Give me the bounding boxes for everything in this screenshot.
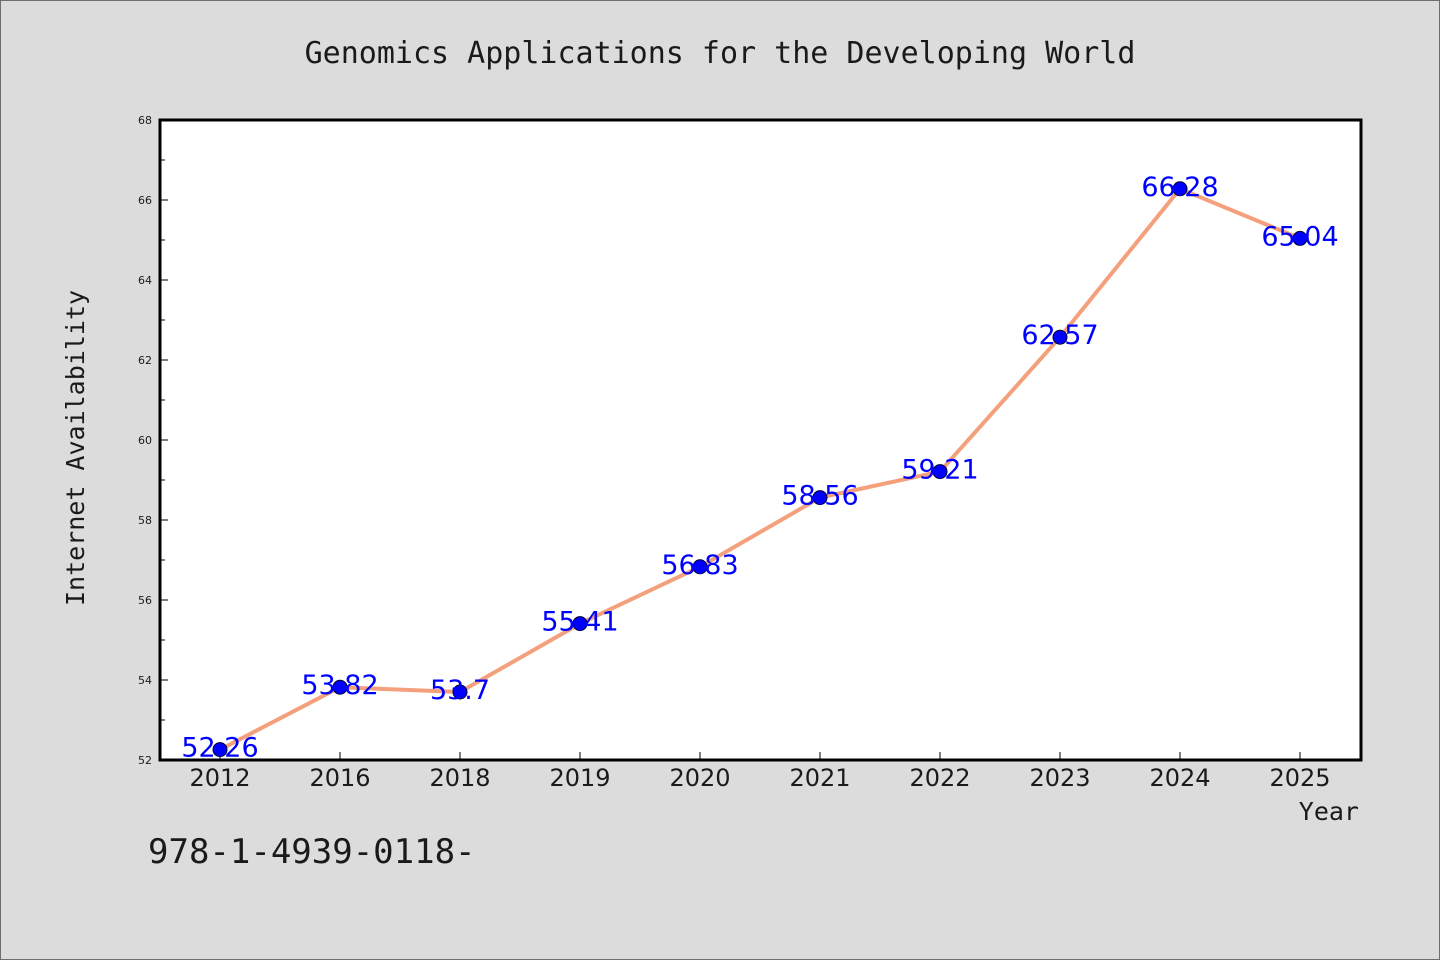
data-label: 66.28: [1141, 172, 1218, 203]
x-tick-label: 2020: [669, 764, 730, 792]
x-axis-label: Year: [1299, 797, 1359, 826]
data-label: 65.04: [1261, 221, 1338, 252]
x-tick-label: 2024: [1149, 764, 1210, 792]
chart-title: Genomics Applications for the Developing…: [305, 36, 1136, 71]
x-tick-label: 2025: [1269, 764, 1330, 792]
series-line: [219, 186, 1301, 752]
y-tick-label: 62: [138, 354, 152, 367]
data-label: 58.56: [781, 481, 858, 512]
data-label: 53.82: [301, 670, 378, 701]
data-point-marker: [812, 490, 828, 506]
data-label: 59.21: [901, 455, 978, 486]
y-tick-label: 54: [138, 674, 152, 687]
isbn-footer-text: 978-1-4939-0118-: [148, 832, 476, 872]
y-tick-label: 56: [138, 594, 152, 607]
data-point-marker: [692, 559, 708, 575]
y-tick-label: 58: [138, 514, 152, 527]
data-label: 55.41: [541, 607, 618, 638]
data-label: 56.83: [661, 550, 738, 581]
x-tick-label: 2022: [909, 764, 970, 792]
x-tick-label: 2023: [1029, 764, 1090, 792]
x-tick-label: 2021: [789, 764, 850, 792]
series-markers: [212, 181, 1308, 758]
x-tick-label: 2018: [429, 764, 490, 792]
x-tick-label: 2016: [309, 764, 370, 792]
data-point-marker: [212, 742, 228, 758]
x-tick-label: 2019: [549, 764, 610, 792]
data-label: 62.57: [1021, 320, 1098, 351]
y-tick-label: 66: [138, 194, 152, 207]
data-label: 52.26: [181, 733, 258, 764]
series-line-group: [219, 186, 1301, 752]
y-tick-label: 64: [138, 274, 152, 287]
data-point-marker: [1292, 230, 1308, 246]
y-tick-label: 68: [138, 114, 152, 127]
x-tick-label: 2012: [189, 764, 250, 792]
y-tick-label: 52: [138, 754, 152, 767]
y-axis-label: Internet Availability: [61, 290, 90, 606]
data-labels: 52.26 53.82 53.7 55.41 56.83 58.56 59.21 62.57 6…: [181, 172, 1338, 764]
y-tick-label: 60: [138, 434, 152, 447]
data-point-marker: [452, 684, 468, 700]
plot-border: [158, 118, 1363, 762]
data-label: 53.7: [430, 675, 490, 706]
data-point-marker: [572, 616, 588, 632]
data-point-marker: [1172, 181, 1188, 197]
data-point-marker: [932, 464, 948, 480]
plot-area: [160, 120, 1361, 760]
data-point-marker: [332, 679, 348, 695]
x-axis-ticks: 2012 2016 2018 2019 2020 2021 2022 2023 2024 2025: [189, 752, 1331, 792]
data-point-marker: [1052, 329, 1068, 345]
